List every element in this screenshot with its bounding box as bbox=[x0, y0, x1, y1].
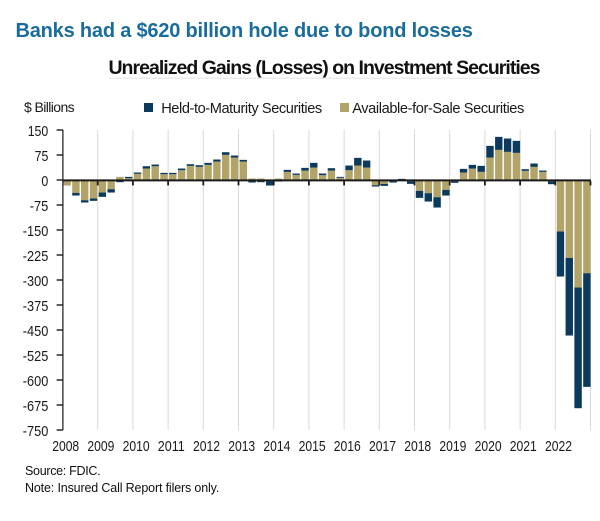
svg-text:0: 0 bbox=[41, 173, 48, 190]
svg-text:-675: -675 bbox=[23, 398, 49, 415]
svg-text:2021: 2021 bbox=[510, 438, 537, 455]
svg-text:2011: 2011 bbox=[158, 438, 185, 455]
svg-text:2017: 2017 bbox=[369, 438, 396, 455]
svg-text:2022: 2022 bbox=[545, 438, 572, 455]
svg-text:150: 150 bbox=[28, 123, 49, 140]
svg-text:75: 75 bbox=[35, 148, 49, 165]
svg-text:2013: 2013 bbox=[228, 438, 255, 455]
svg-text:-450: -450 bbox=[23, 323, 49, 340]
svg-text:2015: 2015 bbox=[299, 438, 326, 455]
svg-text:-600: -600 bbox=[23, 373, 49, 390]
svg-text:-750: -750 bbox=[23, 423, 49, 440]
svg-text:2012: 2012 bbox=[193, 438, 220, 455]
svg-text:-75: -75 bbox=[30, 198, 49, 215]
svg-text:-150: -150 bbox=[23, 223, 49, 240]
svg-text:2010: 2010 bbox=[123, 438, 150, 455]
svg-text:-225: -225 bbox=[23, 248, 49, 265]
svg-text:2018: 2018 bbox=[404, 438, 431, 455]
svg-text:2008: 2008 bbox=[52, 438, 79, 455]
svg-text:-300: -300 bbox=[23, 273, 49, 290]
svg-text:2019: 2019 bbox=[439, 438, 466, 455]
svg-text:-525: -525 bbox=[23, 348, 49, 365]
svg-text:2020: 2020 bbox=[475, 438, 502, 455]
svg-text:2009: 2009 bbox=[87, 438, 114, 455]
svg-text:-375: -375 bbox=[23, 298, 49, 315]
svg-text:2016: 2016 bbox=[334, 438, 361, 455]
svg-text:2014: 2014 bbox=[263, 438, 290, 455]
